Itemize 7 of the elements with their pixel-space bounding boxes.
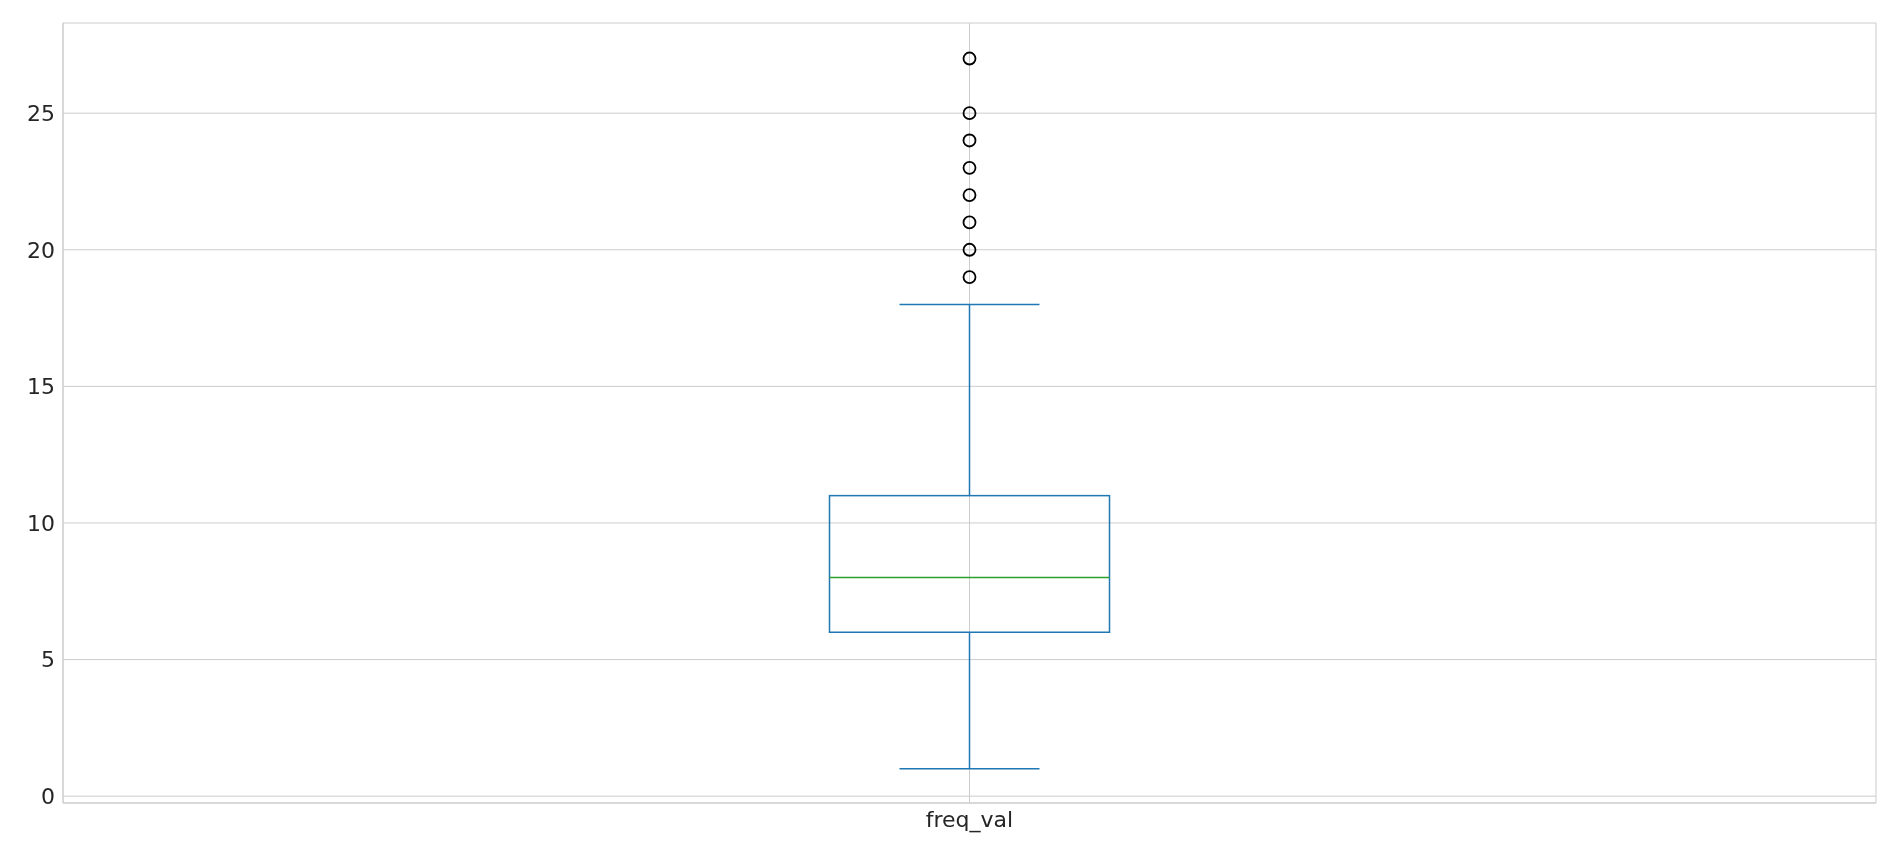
y-tick-label: 10 xyxy=(27,510,55,536)
y-tick-label: 25 xyxy=(27,100,55,126)
y-tick-label: 15 xyxy=(27,374,55,400)
y-tick-label: 20 xyxy=(27,237,55,263)
y-tick-label: 5 xyxy=(41,647,55,673)
x-tick-label: freq_val xyxy=(925,806,1014,833)
y-tick-label: 0 xyxy=(41,783,55,809)
